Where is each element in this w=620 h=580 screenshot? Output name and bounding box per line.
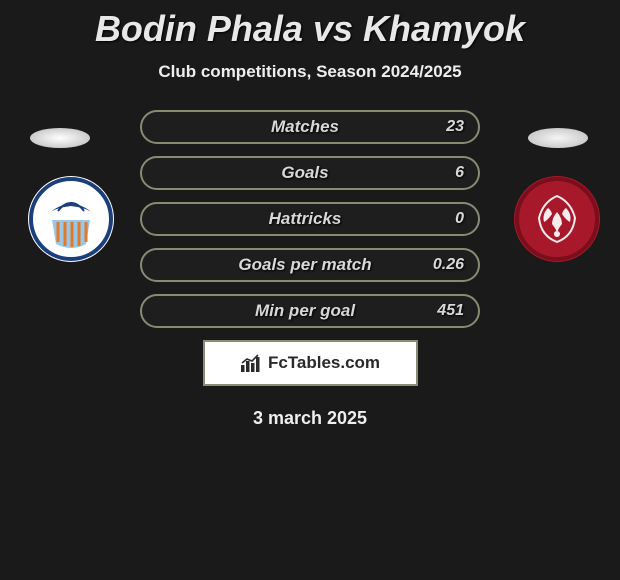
stat-row: Hattricks 0 xyxy=(140,202,480,236)
brand-text: FcTables.com xyxy=(268,353,380,373)
date-label: 3 march 2025 xyxy=(0,408,620,429)
stat-row: Min per goal 451 xyxy=(140,294,480,328)
brand-badge[interactable]: FcTables.com xyxy=(203,340,418,386)
club-logo-left xyxy=(28,176,114,262)
subtitle: Club competitions, Season 2024/2025 xyxy=(0,62,620,82)
stat-value: 0 xyxy=(414,210,464,228)
stat-value: 6 xyxy=(414,164,464,182)
club-crest-left-icon xyxy=(28,176,114,262)
stat-label: Hattricks xyxy=(156,209,414,229)
stats-table: Matches 23 Goals 6 Hattricks 0 Goals per… xyxy=(140,110,480,328)
stat-label: Matches xyxy=(156,117,414,137)
stat-value: 23 xyxy=(414,118,464,136)
bar-chart-icon xyxy=(240,353,262,373)
stat-row: Matches 23 xyxy=(140,110,480,144)
stat-row: Goals per match 0.26 xyxy=(140,248,480,282)
stat-label: Goals per match xyxy=(156,255,414,275)
player-left-placeholder xyxy=(30,128,90,148)
page-title: Bodin Phala vs Khamyok xyxy=(0,0,620,50)
stat-label: Goals xyxy=(156,163,414,183)
club-crest-right-icon xyxy=(514,176,600,262)
stat-label: Min per goal xyxy=(156,301,414,321)
player-right-placeholder xyxy=(528,128,588,148)
club-logo-right xyxy=(514,176,600,262)
stat-value: 451 xyxy=(414,302,464,320)
stat-row: Goals 6 xyxy=(140,156,480,190)
stat-value: 0.26 xyxy=(414,256,464,274)
